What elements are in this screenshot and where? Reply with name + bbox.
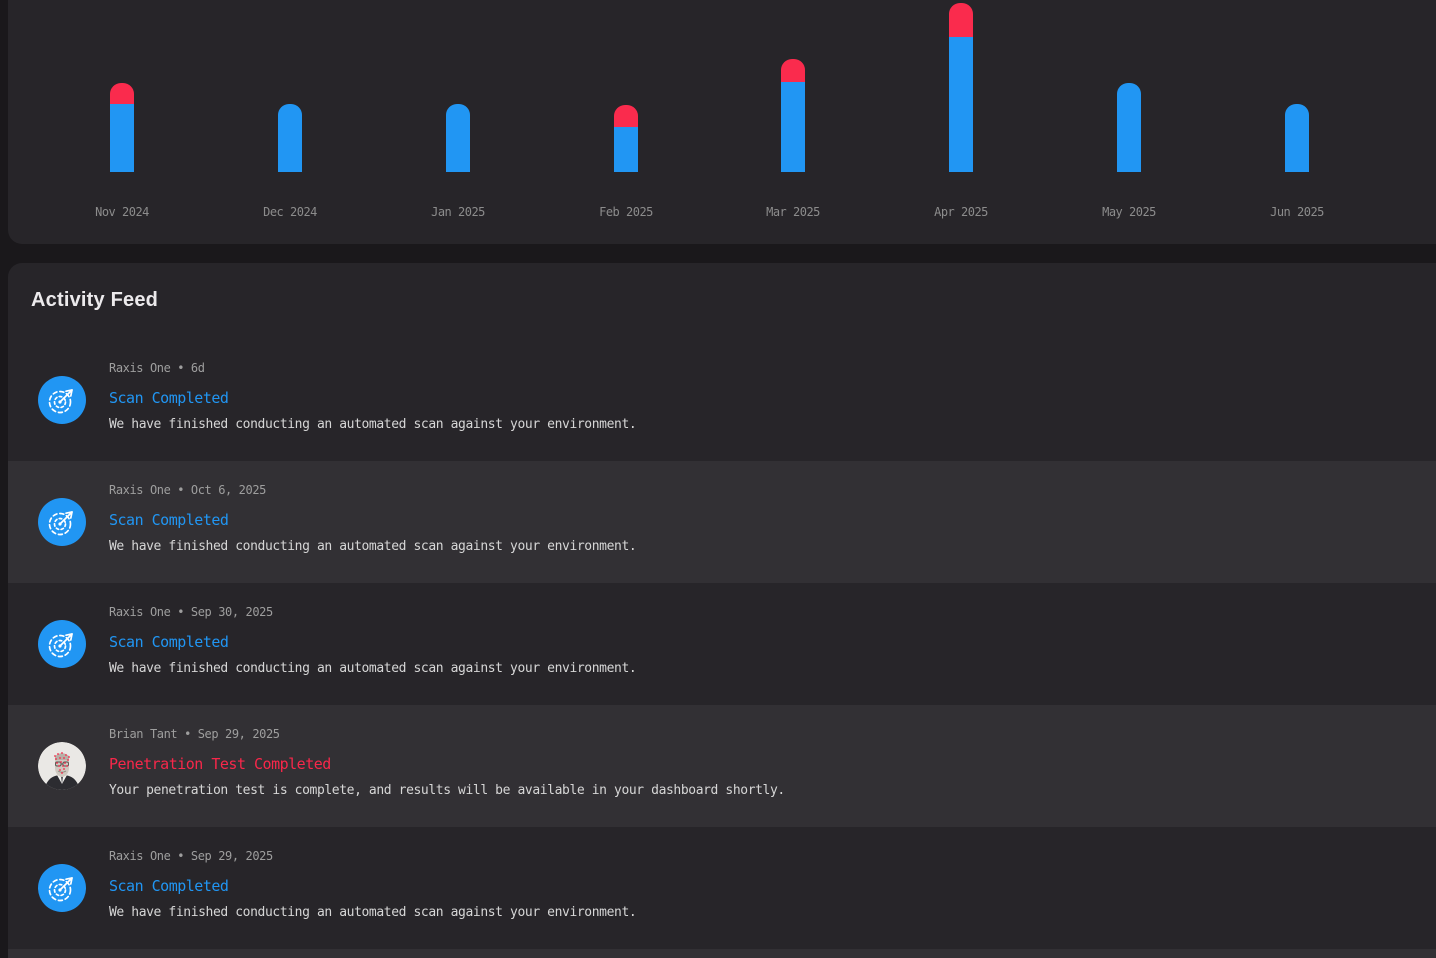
x-axis-label: May 2025 [1102,205,1156,219]
bar-segment-blue[interactable] [1117,83,1141,172]
x-axis-label: Feb 2025 [599,205,653,219]
bar-segment-red[interactable] [110,83,134,104]
scan-target-icon [48,389,73,414]
feed-item-row[interactable]: Raxis One • Oct 6, 2025 Scan Completed W… [8,461,1436,583]
feed-item-meta: Raxis One • Sep 30, 2025 [109,605,273,619]
activity-feed-title: Activity Feed [31,289,159,311]
activity-feed-list: Raxis One • 6d Scan Completed We have fi… [8,339,1436,958]
feed-item-row[interactable]: Raxis One • Sep 29, 2025 Scan Completed … [8,827,1436,949]
x-axis-label: Dec 2024 [263,205,317,219]
feed-item-meta: Raxis One • Sep 29, 2025 [109,849,273,863]
feed-item-row-partial[interactable] [8,949,1436,958]
bar-segment-red[interactable] [949,3,973,37]
feed-item-row[interactable]: Raxis One • 6d Scan Completed We have fi… [8,339,1436,461]
x-axis-label: Nov 2024 [95,205,149,219]
feed-item-text: Raxis One • 6d Scan Completed We have fi… [109,360,1416,434]
feed-item-description: Your penetration test is complete, and r… [109,783,785,798]
bar-segment-blue[interactable] [1285,104,1309,172]
feed-avatar [38,620,86,668]
feed-item-text: Raxis One • Sep 30, 2025 Scan Completed … [109,604,1416,678]
feed-item-headline-link[interactable]: Scan Completed [109,511,229,529]
bar-segment-blue[interactable] [446,104,470,172]
feed-item-text: Raxis One • Oct 6, 2025 Scan Completed W… [109,482,1416,556]
scan-activity-chart-panel: Nov 2024 Dec 2024 Jan 2025 Feb 2025 Mar 2025… [8,0,1436,244]
feed-item-meta: Brian Tant • Sep 29, 2025 [109,727,280,741]
person-photo [38,742,86,790]
bar-segment-blue[interactable] [614,127,638,172]
bar-segment-blue[interactable] [949,37,973,172]
feed-item-meta: Raxis One • 6d [109,361,205,375]
scan-target-icon [48,511,73,536]
x-axis-label: Jul 2025 [1385,205,1436,219]
feed-avatar [38,376,86,424]
feed-item-text: Brian Tant • Sep 29, 2025 Penetration Te… [109,726,1416,800]
bar-chart: Nov 2024 Dec 2024 Jan 2025 Feb 2025 Mar 2025… [8,0,1436,244]
feed-avatar [38,498,86,546]
feed-avatar [38,864,86,912]
feed-item-description: We have finished conducting an automated… [109,539,637,554]
x-axis-label: Mar 2025 [766,205,820,219]
feed-item-headline-link[interactable]: Scan Completed [109,877,229,895]
feed-item-text: Raxis One • Sep 29, 2025 Scan Completed … [109,848,1416,922]
x-axis-label: Apr 2025 [934,205,988,219]
feed-item-headline-link[interactable]: Penetration Test Completed [109,755,331,773]
feed-item-headline-link[interactable]: Scan Completed [109,389,229,407]
feed-item-row[interactable]: Raxis One • Sep 30, 2025 Scan Completed … [8,583,1436,705]
feed-item-description: We have finished conducting an automated… [109,905,637,920]
feed-item-meta: Raxis One • Oct 6, 2025 [109,483,266,497]
activity-feed-panel: Activity Feed Raxis One • 6d Scan Comple… [8,263,1436,958]
feed-item-description: We have finished conducting an automated… [109,417,637,432]
bar-segment-red[interactable] [781,59,805,82]
feed-item-headline-link[interactable]: Scan Completed [109,633,229,651]
feed-avatar [38,742,86,790]
x-axis-label: Jan 2025 [431,205,485,219]
feed-item-row[interactable]: Brian Tant • Sep 29, 2025 Penetration Te… [8,705,1436,827]
feed-item-description: We have finished conducting an automated… [109,661,637,676]
x-axis-label: Jun 2025 [1270,205,1324,219]
bar-segment-red[interactable] [614,105,638,127]
bar-segment-blue[interactable] [781,82,805,172]
scan-target-icon [48,877,73,902]
bar-segment-blue[interactable] [110,104,134,172]
scan-target-icon [48,633,73,658]
bar-segment-blue[interactable] [278,104,302,172]
